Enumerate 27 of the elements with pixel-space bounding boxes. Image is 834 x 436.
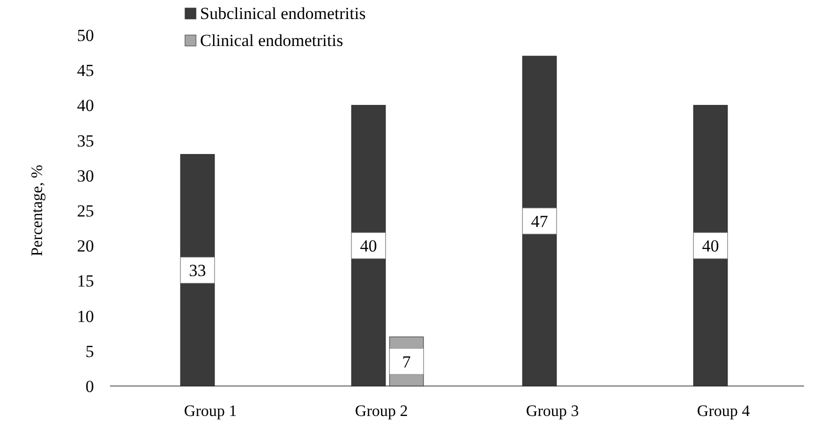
y-axis-title: Percentage, % [29, 164, 46, 256]
bar [693, 104, 728, 386]
legend-label: Clinical endometritis [200, 31, 344, 50]
data-label: 7 [402, 352, 412, 372]
y-tick-label: 45 [77, 61, 94, 80]
data-label: 33 [189, 261, 206, 280]
y-tick-label: 0 [86, 377, 94, 396]
y-tick-label: 50 [77, 26, 94, 45]
data-label: 47 [531, 212, 548, 232]
y-tick-label: 35 [77, 131, 94, 150]
x-tick-label: Group 3 [526, 403, 579, 420]
y-tick-label: 30 [77, 166, 94, 186]
x-tick-label: Group 2 [355, 403, 408, 420]
bar [180, 154, 215, 386]
data-label: 40 [360, 236, 377, 256]
y-tick-label: 5 [86, 342, 94, 361]
y-tick-label: 20 [77, 236, 94, 256]
data-label: 40 [702, 236, 719, 256]
x-tick-label: Group 1 [184, 403, 237, 420]
bar [522, 56, 557, 386]
y-tick-label: 25 [77, 202, 94, 220]
x-tick-label: Group 4 [697, 403, 750, 420]
y-tick-label: 40 [77, 96, 94, 116]
y-tick-label: 15 [77, 272, 94, 291]
legend-label: Subclinical endometritis [200, 4, 366, 23]
bar [351, 104, 386, 386]
y-tick-label: 10 [77, 306, 94, 326]
